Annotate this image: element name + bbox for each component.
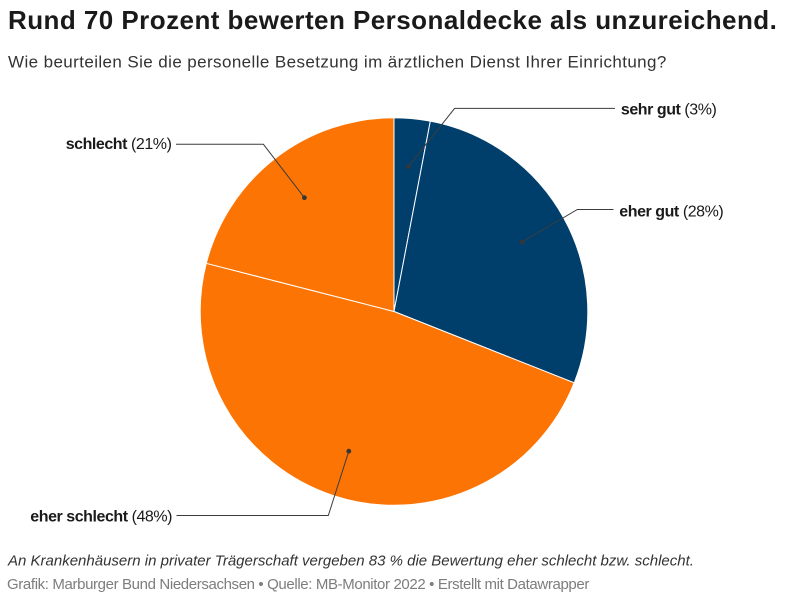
- svg-text:Rund 70 Prozent bewerten Perso: Rund 70 Prozent bewerten Personaldecke a…: [8, 5, 777, 35]
- svg-text:An Krankenhäusern in privater: An Krankenhäusern in privater Trägerscha…: [7, 552, 694, 569]
- svg-text:eher gut (28%): eher gut (28%): [619, 204, 723, 221]
- svg-text:sehr gut (3%): sehr gut (3%): [621, 102, 717, 119]
- svg-text:Wie beurteilen Sie die persone: Wie beurteilen Sie die personelle Besetz…: [8, 52, 667, 71]
- svg-text:Grafik: Marburger Bund Nieders: Grafik: Marburger Bund Niedersachsen • Q…: [7, 576, 589, 593]
- svg-text:eher schlecht (48%): eher schlecht (48%): [30, 509, 172, 526]
- svg-text:schlecht (21%): schlecht (21%): [66, 136, 172, 153]
